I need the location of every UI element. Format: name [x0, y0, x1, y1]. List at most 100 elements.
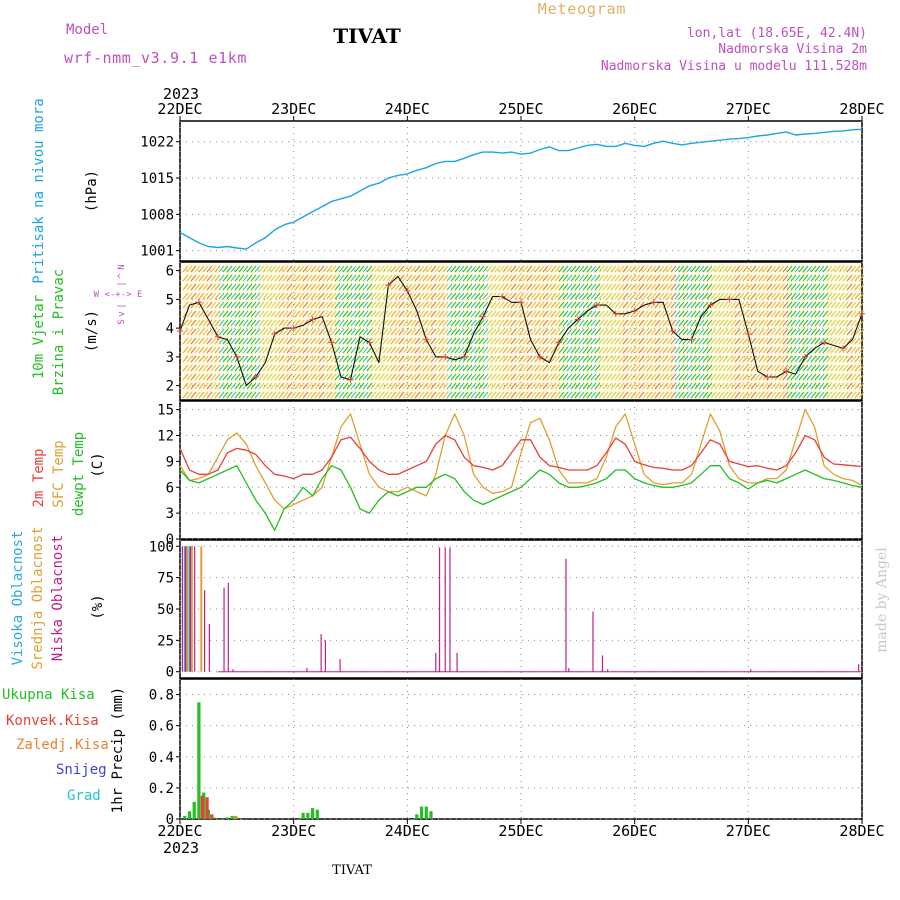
wind-barb: [570, 274, 577, 282]
wind-barb: [274, 355, 281, 363]
y-tick-label: 50: [157, 602, 174, 618]
wind-barb: [370, 364, 377, 372]
wind-barb: [454, 274, 461, 282]
wind-barb: [746, 265, 753, 273]
wind-barb: [766, 319, 773, 327]
wind-barb: [342, 274, 349, 282]
wind-barb: [666, 382, 673, 390]
wind-barb: [262, 265, 269, 273]
wind-barb: [250, 391, 257, 399]
wind-barb: [626, 301, 633, 309]
wind-barb: [522, 373, 529, 381]
wind-barb: [302, 337, 309, 345]
wind-barb: [854, 364, 861, 372]
wind-barb: [370, 382, 377, 390]
wind-barb: [438, 373, 445, 381]
wind-barb: [518, 364, 525, 372]
wind-barb: [254, 346, 261, 354]
wind-barb: [358, 364, 365, 372]
wind-barb: [566, 265, 573, 273]
wind-barb: [310, 373, 317, 381]
wind-barb: [674, 310, 681, 318]
wind-barb: [830, 274, 837, 282]
wind-barb: [458, 310, 465, 318]
wind-barb: [546, 319, 553, 327]
compass-pipe-bottom: |: [117, 303, 127, 308]
wind-barb: [806, 292, 813, 300]
wind-barb: [546, 265, 553, 273]
wind-barb: [818, 391, 825, 399]
wind-barb: [250, 346, 257, 354]
wind-barb: [330, 382, 337, 390]
wind-barb: [758, 382, 765, 390]
wind-barb: [758, 319, 765, 327]
wind-barb: [486, 373, 493, 381]
wind-barb: [226, 319, 233, 327]
wind-barb: [626, 373, 633, 381]
wind-barb: [182, 355, 189, 363]
wind-barb: [278, 274, 285, 282]
wind-barb: [822, 364, 829, 372]
wind-barb: [234, 346, 241, 354]
wind-barb: [294, 337, 301, 345]
wind-barb: [806, 346, 813, 354]
wind-barb: [598, 382, 605, 390]
wind-barb: [738, 283, 745, 291]
wind-barb: [438, 391, 445, 399]
wind-barb: [818, 301, 825, 309]
wind-barb: [490, 265, 497, 273]
wind-barb: [746, 337, 753, 345]
wind-barb: [686, 346, 693, 354]
wind-barb: [818, 283, 825, 291]
wind-barb: [558, 346, 565, 354]
wind-barb: [790, 292, 797, 300]
wind-barb: [190, 391, 197, 399]
wind-barb: [806, 274, 813, 282]
wind-barb: [278, 355, 285, 363]
wind-barb: [702, 310, 709, 318]
wind-barb: [806, 301, 813, 309]
wind-barb: [350, 346, 357, 354]
wind-barb: [386, 337, 393, 345]
wind-barb: [734, 364, 741, 372]
wind-barb: [514, 301, 521, 309]
wind-barb: [838, 391, 845, 399]
wind-barb: [778, 355, 785, 363]
wind-barb: [286, 328, 293, 336]
wind-barb: [802, 319, 809, 327]
wind-barb: [362, 355, 369, 363]
wind-barb: [790, 301, 797, 309]
wind-barb: [326, 301, 333, 309]
wind-barb: [574, 310, 581, 318]
wind-barb: [190, 337, 197, 345]
wind-barb: [566, 373, 573, 381]
wind-barb: [706, 292, 713, 300]
wind-barb: [786, 328, 793, 336]
wind-barb: [634, 391, 641, 399]
wind-barb: [326, 364, 333, 372]
wind-barb: [494, 328, 501, 336]
wind-barb: [770, 364, 777, 372]
wind-barb: [674, 382, 681, 390]
wind-barb: [554, 391, 561, 399]
wind-barb: [670, 382, 677, 390]
wind-barb: [214, 382, 221, 390]
wind-barb: [702, 355, 709, 363]
watermark: made by Angel: [874, 547, 890, 653]
y-tick-label: 15: [157, 403, 174, 419]
wind-barb: [182, 265, 189, 273]
wind-barb: [690, 292, 697, 300]
wind-barb: [366, 319, 373, 327]
wind-barb: [622, 337, 629, 345]
wind-barb: [846, 274, 853, 282]
wind-barb: [466, 328, 473, 336]
wind-barb: [634, 355, 641, 363]
wind-barb: [314, 328, 321, 336]
wind-barb: [326, 319, 333, 327]
wind-barb: [798, 301, 805, 309]
wind-barb: [422, 292, 429, 300]
wind-barb: [650, 292, 657, 300]
wind-barb: [246, 274, 253, 282]
wind-barb: [802, 301, 809, 309]
wind-barb: [498, 391, 505, 399]
